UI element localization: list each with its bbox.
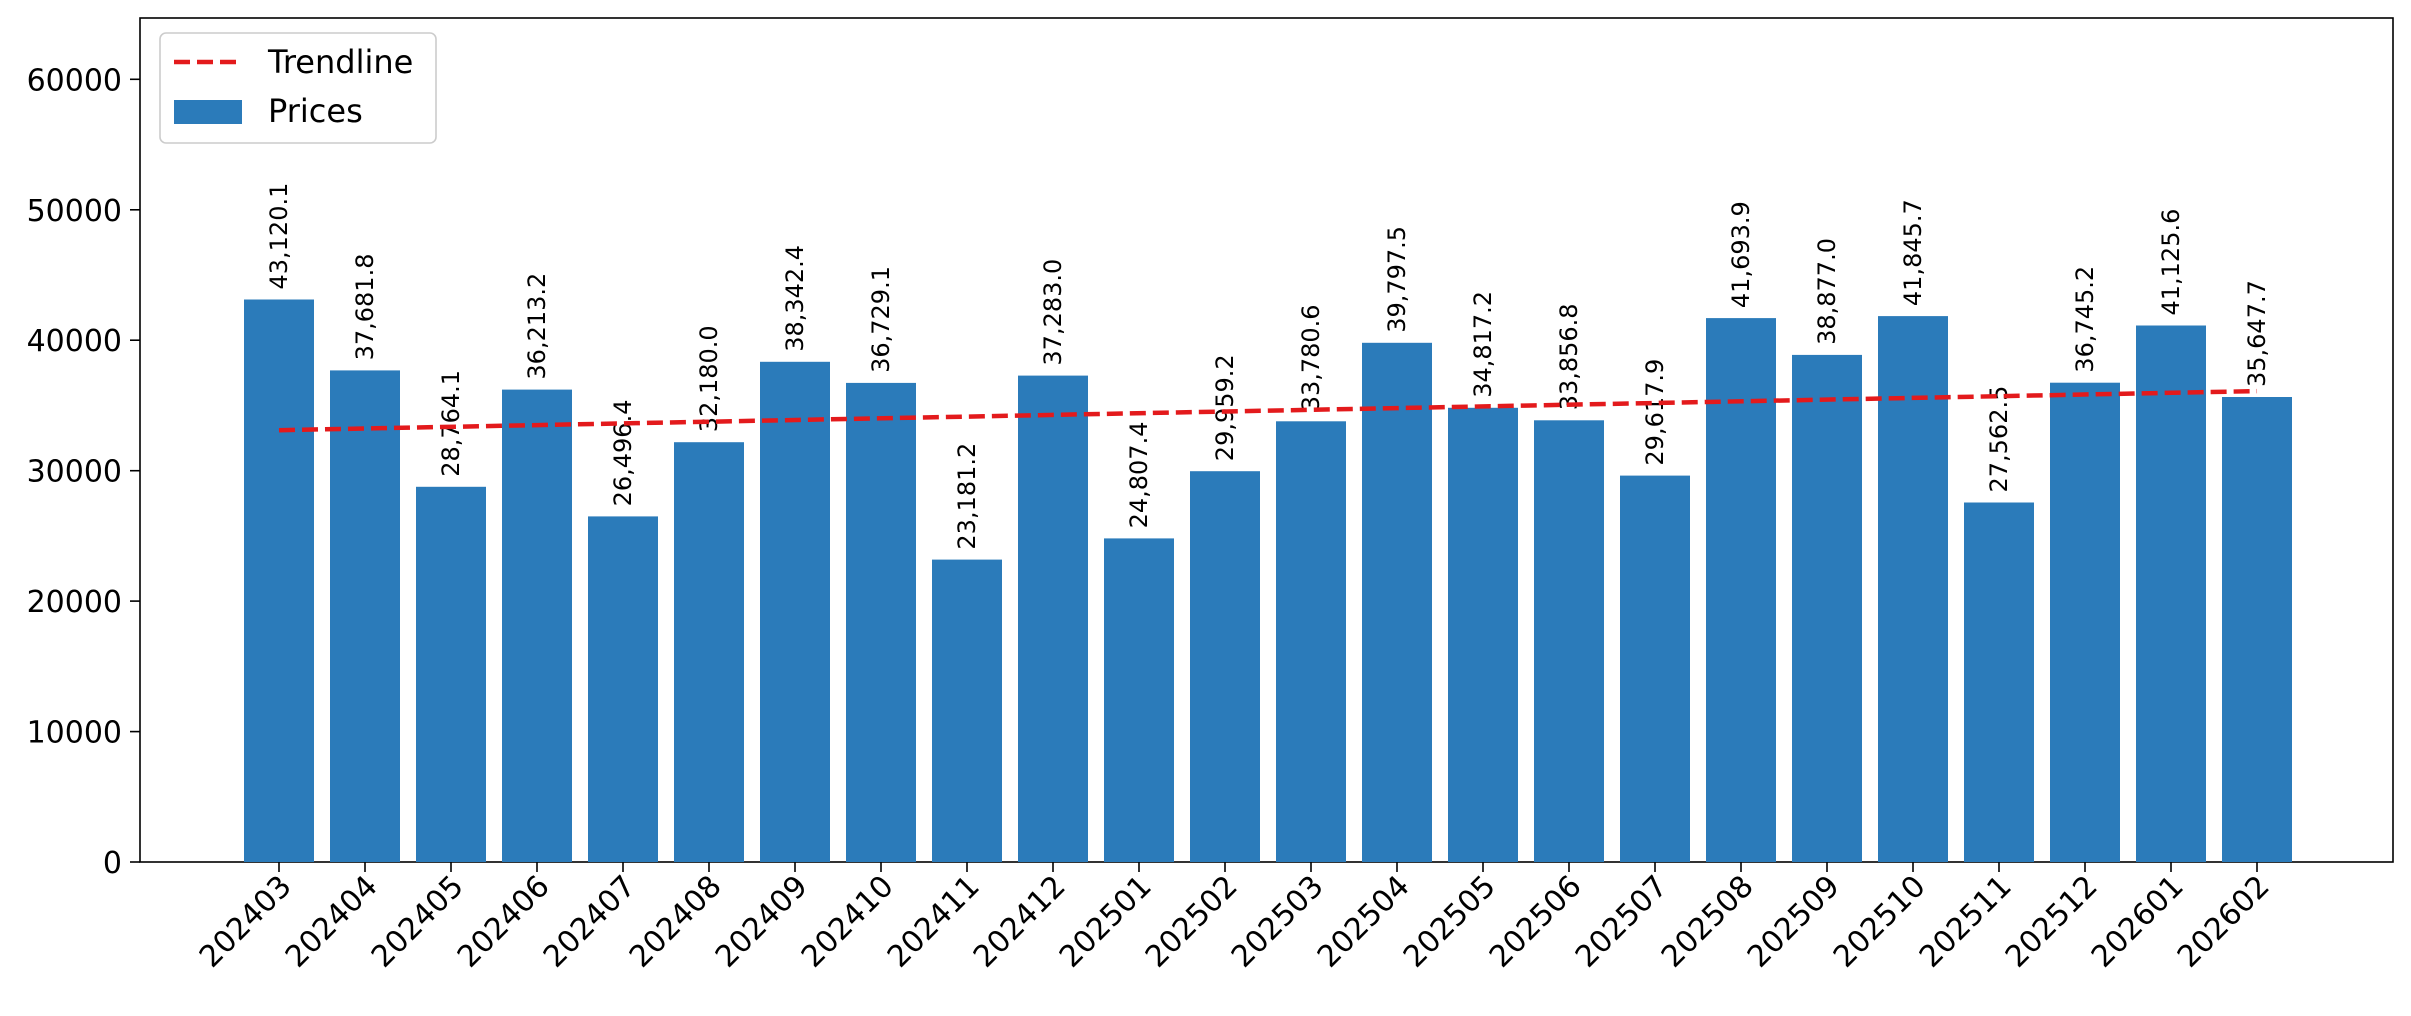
- x-tick-label-202512: 202512: [1999, 869, 2105, 975]
- legend-prices-swatch: [174, 100, 242, 124]
- bar-202407: [588, 516, 658, 862]
- y-tick-label-50000: 50000: [27, 194, 122, 229]
- bar-202510: [1878, 316, 1948, 863]
- bar-value-label-202512: 36,745.2: [2071, 266, 2099, 373]
- bar-value-label-202509: 38,877.0: [1813, 238, 1841, 345]
- x-tick-label-202409: 202409: [709, 869, 815, 975]
- bar-202507: [1620, 475, 1690, 862]
- bar-value-label-202409: 38,342.4: [781, 245, 809, 352]
- bar-value-label-202602: 35,647.7: [2243, 280, 2271, 387]
- y-tick-label-40000: 40000: [27, 324, 122, 359]
- bar-202505: [1448, 407, 1518, 862]
- bar-value-labels-group: 43,120.1 37,681.8 28,764.1 36,213.2 26,496.4…: [265, 183, 2271, 550]
- x-tick-label-202403: 202403: [193, 869, 299, 975]
- bar-value-label-202510: 41,845.7: [1899, 199, 1927, 306]
- x-tick-label-202407: 202407: [537, 869, 643, 975]
- bar-value-label-202403: 43,120.1: [265, 183, 293, 290]
- x-tick-label-202408: 202408: [623, 869, 729, 975]
- plot-area-frame: [139, 17, 2394, 863]
- bar-202504: [1362, 342, 1432, 862]
- y-tick-label-30000: 30000: [27, 455, 122, 490]
- bar-value-label-202502: 29,959.2: [1211, 354, 1239, 461]
- bar-202502: [1190, 471, 1260, 862]
- bar-value-label-202407: 26,496.4: [609, 400, 637, 507]
- x-tick-label-202411: 202411: [881, 869, 987, 975]
- x-tick-label-202505: 202505: [1397, 869, 1503, 975]
- x-tick-label-202412: 202412: [967, 869, 1073, 975]
- x-tick-label-202503: 202503: [1225, 869, 1331, 975]
- bar-202503: [1276, 421, 1346, 862]
- bar-202509: [1792, 354, 1862, 862]
- y-tick-label-0: 0: [103, 846, 122, 881]
- x-tick-label-202601: 202601: [2085, 869, 2191, 975]
- bar-value-label-202504: 39,797.5: [1383, 226, 1411, 333]
- bar-202601: [2136, 325, 2206, 862]
- bar-202406: [502, 389, 572, 862]
- bar-202412: [1018, 375, 1088, 862]
- y-tick-label-60000: 60000: [27, 63, 122, 98]
- bar-value-label-202505: 34,817.2: [1469, 291, 1497, 398]
- x-tick-label-202405: 202405: [365, 869, 471, 975]
- bars-group: [244, 299, 2292, 863]
- y-tick-label-10000: 10000: [27, 716, 122, 751]
- x-tick-label-202508: 202508: [1655, 869, 1761, 975]
- bar-value-label-202411: 23,181.2: [953, 443, 981, 550]
- x-tick-label-202502: 202502: [1139, 869, 1245, 975]
- legend: Trendline Prices: [159, 32, 437, 144]
- bar-202404: [330, 370, 400, 862]
- x-tick-label-202510: 202510: [1827, 869, 1933, 975]
- bar-value-label-202507: 29,617.9: [1641, 359, 1669, 466]
- bar-value-label-202503: 33,780.6: [1297, 304, 1325, 411]
- bar-202506: [1534, 420, 1604, 862]
- bar-value-label-202601: 41,125.6: [2157, 209, 2185, 316]
- bar-value-label-202408: 32,180.0: [695, 325, 723, 432]
- bar-value-label-202501: 24,807.4: [1125, 422, 1153, 529]
- bar-202508: [1706, 318, 1776, 863]
- bar-value-label-202508: 41,693.9: [1727, 201, 1755, 308]
- bar-202511: [1964, 502, 2034, 862]
- x-tick-label-202504: 202504: [1311, 869, 1417, 975]
- x-tick-label-202507: 202507: [1569, 869, 1675, 975]
- bar-value-label-202405: 28,764.1: [437, 370, 465, 477]
- bar-value-label-202404: 37,681.8: [351, 254, 379, 361]
- y-tick-label-20000: 20000: [27, 585, 122, 620]
- bar-value-label-202410: 36,729.1: [867, 266, 895, 373]
- x-axis: 2024032024042024052024062024072024082024…: [193, 862, 2277, 975]
- bar-202410: [846, 382, 916, 862]
- bar-value-label-202506: 33,856.8: [1555, 303, 1583, 410]
- x-tick-label-202404: 202404: [279, 869, 385, 975]
- trendline: [278, 388, 2258, 433]
- x-tick-label-202506: 202506: [1483, 869, 1589, 975]
- x-tick-label-202511: 202511: [1913, 869, 2019, 975]
- legend-prices-label: Prices: [268, 92, 363, 130]
- x-tick-label-202410: 202410: [795, 869, 901, 975]
- y-axis: 0 10000 20000 30000 40000 50000 60000: [27, 63, 140, 881]
- bar-202411: [932, 559, 1002, 862]
- x-tick-label-202509: 202509: [1741, 869, 1847, 975]
- legend-trendline-label: Trendline: [267, 43, 413, 81]
- bar-202409: [760, 361, 830, 862]
- bar-value-label-202412: 37,283.0: [1039, 259, 1067, 366]
- x-tick-label-202501: 202501: [1053, 869, 1159, 975]
- bar-value-label-202511: 27,562.5: [1985, 386, 2013, 493]
- bar-202602: [2222, 397, 2292, 862]
- bar-202512: [2050, 382, 2120, 862]
- bar-202405: [416, 486, 486, 862]
- bar-value-label-202406: 36,213.2: [523, 273, 551, 380]
- bar-202501: [1104, 538, 1174, 862]
- trendline-group: [278, 388, 2258, 433]
- bar-202408: [674, 442, 744, 862]
- bar-202403: [244, 299, 314, 862]
- x-tick-label-202406: 202406: [451, 869, 557, 975]
- x-tick-label-202602: 202602: [2171, 869, 2277, 975]
